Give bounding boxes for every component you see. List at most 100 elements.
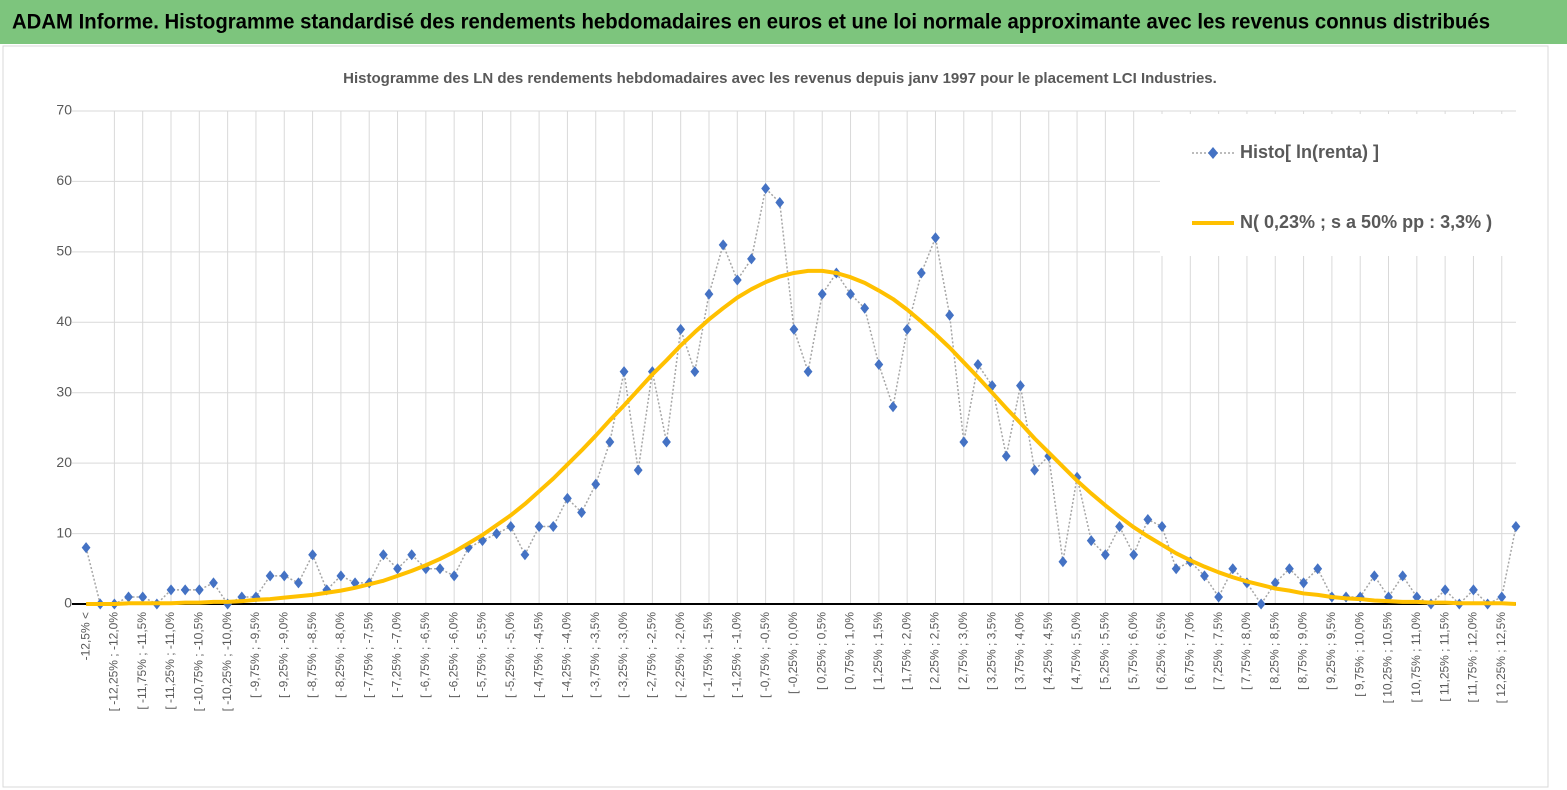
data-point — [548, 521, 558, 533]
x-tick-label: [ 12,25% ; 12,5% — [1494, 612, 1508, 704]
y-tick-label: 30 — [56, 383, 72, 399]
data-point — [534, 521, 544, 533]
x-tick-label: [ 10,75% ; 11,0% — [1409, 612, 1423, 703]
data-point — [393, 563, 402, 575]
x-tick-label: [ 6,75% ; 7,0% — [1182, 612, 1196, 690]
x-tick-label: [ -7,25% ; -7,0% — [390, 612, 404, 698]
x-tick-label: [ 3,25% ; 3,5% — [984, 612, 998, 690]
data-point — [690, 366, 700, 378]
x-tick-label: [ -6,25% ; -6,0% — [446, 612, 460, 698]
x-tick-label: [ 1,75% ; 2,0% — [899, 612, 913, 690]
data-point — [846, 288, 855, 300]
series-line — [86, 268, 1517, 606]
data-point — [718, 239, 728, 251]
y-tick-label: 70 — [56, 102, 72, 118]
x-tick-label: [ 9,75% ; 10,0% — [1352, 612, 1366, 697]
x-tick-label: [ 1,25% ; 1,5% — [871, 612, 885, 690]
data-point — [463, 542, 473, 554]
y-tick-label: 50 — [56, 243, 72, 259]
data-point — [1369, 570, 1379, 582]
x-tick-label: [ -10,25% ; -10,0% — [220, 612, 234, 712]
data-point — [478, 535, 487, 547]
x-tick-label: [ -3,75% ; -3,5% — [588, 612, 602, 698]
data-point — [1398, 570, 1408, 582]
legend-box — [1160, 114, 1518, 256]
data-point — [662, 436, 671, 448]
y-tick-label: 60 — [56, 172, 72, 188]
legend-label: N( 0,23% ; s a 50% pp : 3,3% ) — [1240, 212, 1492, 232]
x-tick-label: [ -10,75% ; -10,5% — [192, 612, 206, 712]
data-point — [1214, 591, 1224, 603]
x-tick-label: [ -0,75% ; -0,5% — [758, 612, 772, 698]
data-point — [209, 577, 218, 589]
x-tick-label: [ 8,25% ; 8,5% — [1267, 612, 1281, 690]
data-point — [945, 309, 955, 321]
data-point — [407, 549, 417, 561]
x-tick-label: [ -2,75% ; -2,5% — [645, 612, 659, 698]
data-point — [1016, 380, 1025, 392]
data-point — [492, 528, 502, 540]
x-tick-label: -12,5% < — [78, 612, 92, 660]
x-tick-label: [ -8,25% ; -8,0% — [333, 612, 347, 698]
x-tick-label: [ -5,25% ; -5,0% — [503, 612, 517, 698]
legend-label: Histo[ ln(renta) ] — [1240, 142, 1379, 162]
data-point — [1143, 513, 1153, 525]
data-point — [1313, 563, 1323, 575]
x-tick-label: [ 5,75% ; 6,0% — [1126, 612, 1140, 690]
data-point — [308, 549, 317, 561]
data-point — [1511, 521, 1521, 533]
x-tick-label: [ 8,75% ; 9,0% — [1296, 612, 1310, 690]
data-point — [1440, 584, 1450, 596]
data-point — [1256, 598, 1266, 610]
data-point — [577, 506, 586, 518]
data-point — [1157, 521, 1167, 533]
data-point — [506, 521, 516, 533]
data-point — [931, 232, 940, 244]
chart-frame — [2, 45, 1549, 788]
data-point — [619, 366, 629, 378]
x-tick-label: [ 7,25% ; 7,5% — [1211, 612, 1225, 690]
data-point — [775, 197, 785, 209]
x-tick-label: [ 2,75% ; 3,0% — [956, 612, 970, 690]
chart-title: Histogramme des LN des rendements hebdom… — [343, 70, 1217, 87]
data-point — [1497, 591, 1507, 603]
x-tick-label: [ 2,25% ; 2,5% — [928, 612, 942, 690]
x-tick-label: [ 7,75% ; 8,0% — [1239, 612, 1253, 690]
x-tick-label: [ -0,25% ; 0,0% — [786, 612, 800, 694]
x-tick-label: [ 5,25% ; 5,5% — [1098, 612, 1112, 690]
data-point — [166, 584, 176, 596]
x-tick-label: [ -2,25% ; -2,0% — [673, 612, 687, 698]
data-point — [1200, 570, 1209, 582]
data-point — [789, 323, 799, 335]
data-point — [1129, 549, 1139, 561]
x-tick-label: [ -1,75% ; -1,5% — [701, 612, 715, 698]
data-point — [265, 570, 275, 582]
data-point — [1299, 577, 1308, 589]
data-point — [1058, 556, 1068, 568]
data-point — [605, 436, 615, 448]
data-point — [732, 274, 742, 286]
data-point — [916, 267, 926, 279]
data-point — [803, 366, 813, 378]
x-tick-label: [ -3,25% ; -3,0% — [616, 612, 630, 698]
data-point — [761, 182, 771, 194]
x-tick-label: [ -8,75% ; -8,5% — [305, 612, 319, 698]
data-point — [294, 577, 303, 589]
header-title: ADAM Informe. Histogramme standardisé de… — [12, 11, 1490, 34]
x-tick-label: [ -1,25% ; -1,0% — [729, 612, 743, 698]
x-tick-label: [ 6,25% ; 6,5% — [1154, 612, 1168, 690]
x-tick-label: [ -11,75% ; -11,5% — [135, 612, 149, 710]
x-tick-label: [ -7,75% ; -7,5% — [361, 612, 375, 698]
data-point — [1115, 521, 1124, 533]
data-point — [1412, 591, 1422, 603]
data-point — [1270, 577, 1280, 589]
y-tick-label: 20 — [56, 454, 72, 470]
data-point — [860, 302, 870, 314]
y-tick-label: 40 — [56, 313, 72, 329]
data-point — [279, 570, 289, 582]
legend-marker — [1208, 147, 1218, 159]
data-point — [633, 464, 643, 476]
x-tick-label: [ 9,25% ; 9,5% — [1324, 612, 1338, 690]
data-point — [180, 584, 190, 596]
